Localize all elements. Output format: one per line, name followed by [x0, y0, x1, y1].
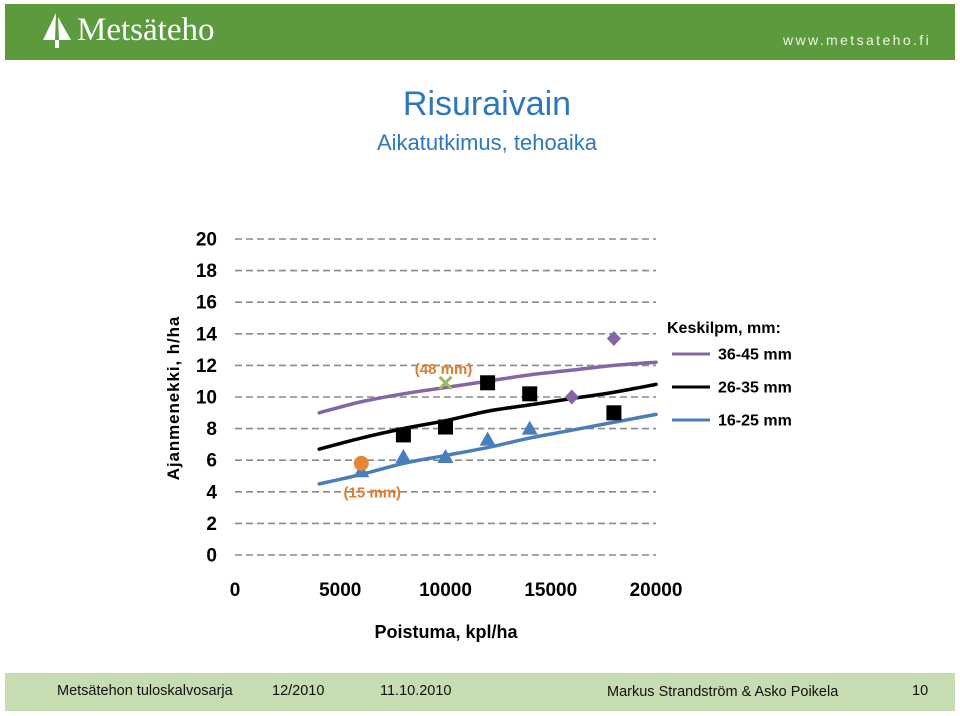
data-point-16-25-mm	[521, 420, 538, 435]
x-tick-label: 20000	[630, 580, 683, 601]
trend-line-16-25-mm	[317, 412, 658, 486]
legend-label: 26-35 mm	[718, 380, 792, 397]
data-point-26-35-mm	[522, 386, 538, 402]
y-tick-label: 4	[206, 482, 217, 503]
x-tick-labels: 0 5000 10000 15000 20000	[230, 580, 683, 601]
legend-title: Keskilpm, mm:	[667, 320, 781, 337]
header-bar: Metsäteho www.metsateho.fi	[5, 4, 955, 60]
annotation-label: (48 mm)	[415, 361, 473, 378]
y-tick-label: 6	[206, 451, 217, 472]
legend: Keskilpm, mm: 36-45 mm 26-35 mm 16-25 mm	[667, 320, 792, 430]
x-tick-label: 0	[230, 580, 241, 601]
y-tick-label: 12	[196, 356, 217, 377]
website-url: www.metsateho.fi	[783, 32, 932, 48]
data-point-36-45-mm	[564, 389, 579, 405]
slide-title: Risuraivain	[402, 85, 572, 123]
data-point-26-35-mm	[480, 375, 496, 391]
x-tick-label: 5000	[319, 580, 361, 601]
data-markers	[353, 331, 622, 478]
y-axis-title: Ajanmenekki, h/ha	[164, 316, 183, 481]
y-tick-label: 8	[206, 419, 217, 440]
data-point-26-35-mm	[438, 419, 453, 435]
data-point-36-45-mm	[606, 331, 621, 347]
footer-authors: Markus Strandström & Asko Poikela	[607, 684, 839, 700]
x-axis-title: Poistuma, kpl/ha	[374, 622, 518, 642]
chart: 0 2 4 6 8 10 12 14 16 18 20 0 5000 10000 15000 20000 (…	[164, 230, 792, 643]
y-tick-label: 14	[196, 324, 218, 345]
tree-icon	[43, 13, 71, 48]
x-tick-label: 15000	[524, 580, 577, 601]
annotation-label: (15 mm)	[344, 484, 402, 501]
y-tick-label: 10	[196, 388, 217, 409]
footer-bar: Metsätehon tuloskalvosarja 12/2010 11.10…	[5, 673, 955, 711]
point-annotations: (15 mm) (48 mm)	[344, 361, 473, 502]
logo-text: Metsäteho	[77, 12, 215, 48]
legend-label: 16-25 mm	[718, 413, 792, 430]
y-tick-label: 2	[206, 514, 217, 535]
footer-date: 11.10.2010	[380, 683, 452, 699]
page-number: 10	[912, 683, 929, 699]
data-point-26-35-mm	[395, 427, 411, 443]
slide-subtitle: Aikatutkimus, tehoaika	[376, 130, 598, 155]
y-tick-labels: 0 2 4 6 8 10 12 14 16 18 20	[196, 230, 218, 567]
data-point-15-mm	[353, 455, 369, 471]
x-tick-label: 10000	[419, 580, 472, 601]
footer-series-name: Metsätehon tuloskalvosarja	[57, 683, 233, 699]
data-point-16-25-mm	[395, 449, 412, 464]
data-point-16-25-mm	[437, 449, 454, 464]
legend-label: 36-45 mm	[718, 347, 792, 364]
footer-series-date: 12/2010	[272, 683, 325, 699]
y-tick-label: 16	[196, 293, 217, 314]
data-point-16-25-mm	[479, 431, 496, 446]
data-point-48-mm	[438, 375, 453, 390]
trend-line-26-35-mm	[317, 382, 658, 451]
y-tick-label: 20	[196, 230, 217, 251]
data-point-26-35-mm	[606, 405, 622, 421]
y-tick-label: 0	[206, 546, 217, 567]
y-tick-label: 18	[196, 261, 217, 282]
